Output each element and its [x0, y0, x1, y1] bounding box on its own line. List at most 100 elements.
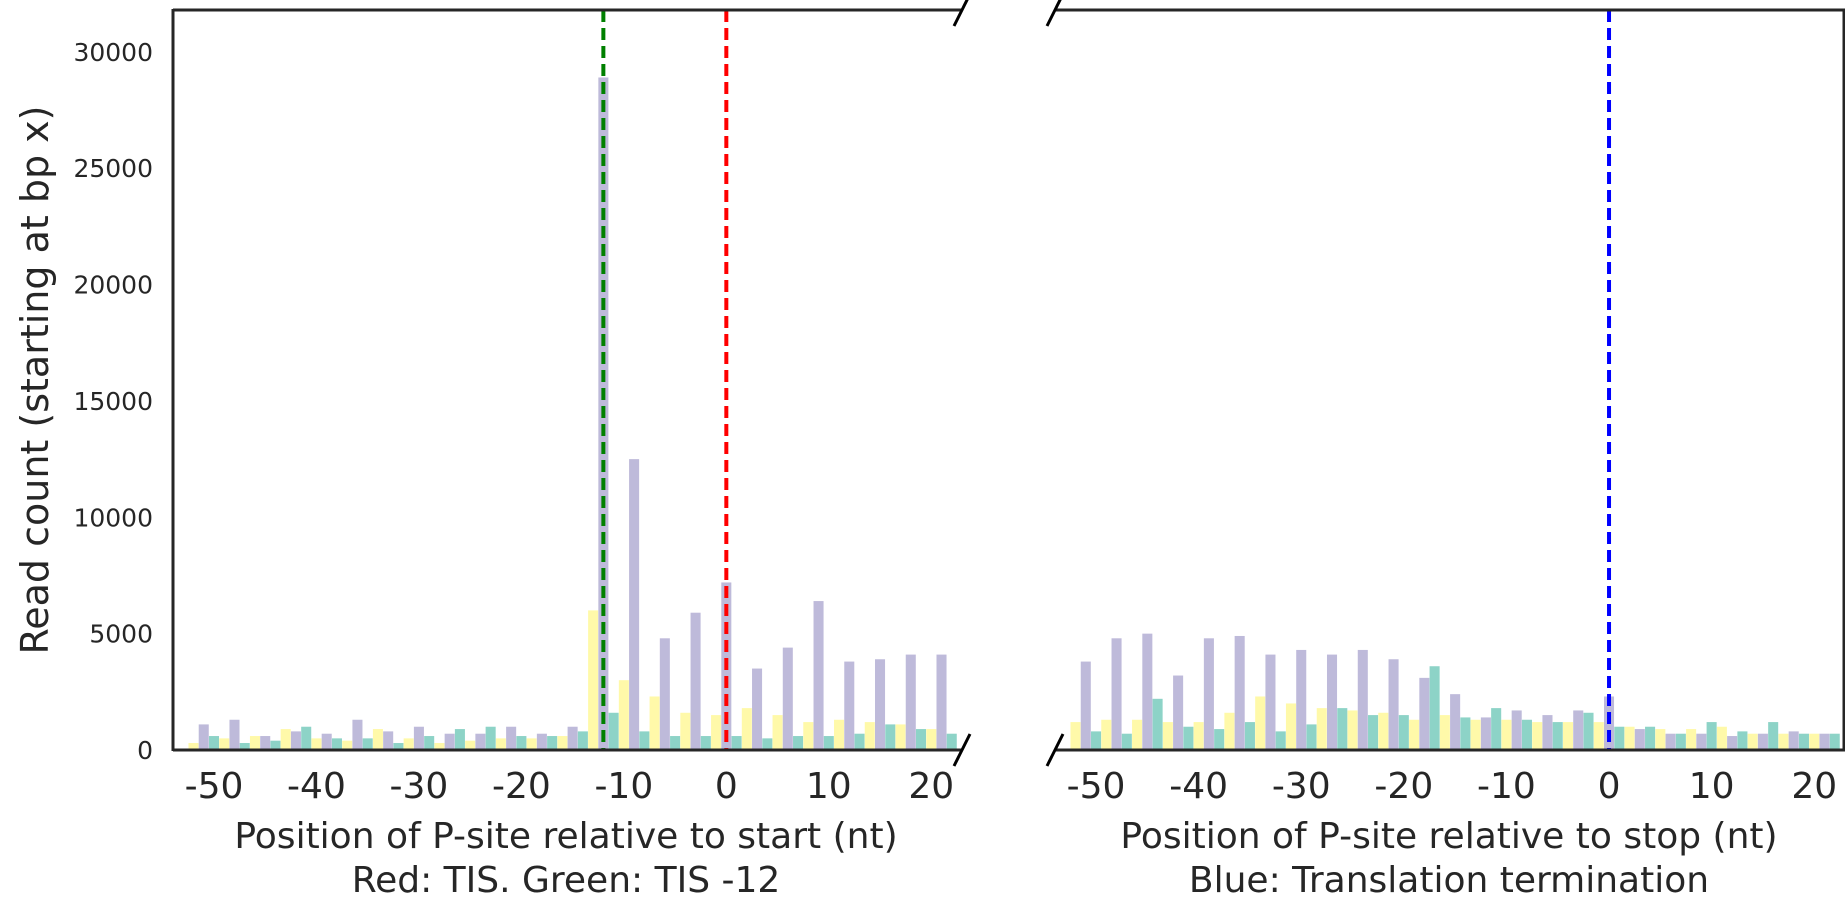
bar	[516, 736, 527, 750]
bar	[1368, 715, 1379, 750]
bar	[1798, 733, 1809, 750]
right-x-axis-label: Position of P-site relative to stop (nt)	[1120, 816, 1777, 857]
x-tick-label: 10	[806, 766, 852, 807]
bar	[383, 731, 394, 750]
bar	[260, 736, 271, 750]
bar	[1080, 661, 1091, 750]
bar	[475, 733, 486, 750]
bar	[1819, 733, 1830, 750]
bar	[1306, 724, 1317, 750]
bar	[639, 731, 650, 750]
y-tick-label: 30000	[73, 38, 153, 67]
bar	[1573, 710, 1584, 750]
y-tick-label: 5000	[89, 620, 153, 649]
bar	[1532, 722, 1543, 750]
bar	[465, 740, 476, 750]
bar	[1296, 649, 1307, 750]
bar	[239, 743, 250, 750]
bar	[680, 712, 691, 750]
bar	[1696, 733, 1707, 750]
x-tick-label: -50	[185, 766, 244, 807]
bar	[1829, 733, 1840, 750]
bar	[1326, 654, 1338, 750]
bar	[1316, 708, 1327, 750]
bar	[372, 729, 383, 750]
bar	[803, 722, 814, 750]
y-tick-label: 25000	[73, 154, 153, 183]
bar	[752, 668, 763, 750]
x-tick-label: -50	[1067, 766, 1126, 807]
bar	[762, 738, 773, 750]
bar	[270, 740, 281, 750]
bar	[557, 736, 568, 750]
bar	[731, 736, 742, 750]
bar	[1614, 726, 1625, 750]
bar	[1101, 719, 1112, 750]
x-tick-label: -10	[1477, 766, 1536, 807]
bar	[1562, 722, 1574, 750]
x-tick-label: 0	[1598, 766, 1621, 807]
bar	[403, 738, 414, 750]
bar	[567, 726, 578, 750]
bar	[342, 740, 353, 750]
bar	[1224, 712, 1235, 750]
bar	[1501, 719, 1512, 750]
bar	[608, 712, 619, 750]
axis-break-mark	[1045, 733, 1065, 767]
bar	[864, 722, 875, 750]
bar	[926, 729, 937, 750]
bar	[1521, 719, 1532, 750]
bar	[1634, 729, 1645, 750]
bar	[547, 736, 558, 750]
bar	[1378, 712, 1389, 750]
bar	[1132, 719, 1143, 750]
bar	[208, 736, 220, 750]
bar	[1809, 733, 1820, 750]
bar	[1624, 726, 1635, 750]
bar	[249, 736, 260, 750]
bar	[649, 696, 660, 750]
bar	[1665, 733, 1676, 750]
x-tick-label: -20	[1374, 766, 1433, 807]
bar	[290, 731, 301, 750]
bar	[1429, 666, 1440, 750]
bar	[301, 726, 312, 750]
bar	[1142, 633, 1153, 750]
bar	[1439, 715, 1450, 750]
bar	[1091, 731, 1102, 750]
bar	[659, 638, 670, 750]
bar	[1511, 710, 1522, 750]
bar	[393, 743, 404, 750]
bar	[1347, 710, 1358, 750]
bar	[1757, 733, 1768, 750]
y-tick-label: 0	[137, 736, 153, 765]
x-tick-label: -10	[594, 766, 653, 807]
bar	[1470, 719, 1481, 750]
bar	[1727, 736, 1738, 750]
bar	[700, 736, 711, 750]
bar	[1480, 717, 1491, 750]
bar	[1491, 708, 1502, 750]
bar	[424, 736, 435, 750]
x-tick-label: 20	[908, 766, 954, 807]
bar	[1398, 715, 1409, 750]
bar	[905, 654, 916, 750]
bar	[1255, 696, 1266, 750]
bar	[1542, 715, 1553, 750]
bar	[1275, 731, 1286, 750]
bar	[1121, 733, 1132, 750]
bar	[280, 729, 291, 750]
bar	[1460, 717, 1471, 750]
bar	[772, 715, 783, 750]
bar	[936, 654, 947, 750]
x-tick-label: -30	[1272, 766, 1331, 807]
left-subtitle: Red: TIS. Green: TIS -12	[352, 860, 781, 899]
bar	[1234, 635, 1245, 750]
bar	[1265, 654, 1276, 750]
bar	[1152, 698, 1163, 750]
bar	[413, 726, 424, 750]
bar	[1419, 677, 1430, 750]
bar	[495, 738, 506, 750]
bar	[485, 726, 496, 750]
